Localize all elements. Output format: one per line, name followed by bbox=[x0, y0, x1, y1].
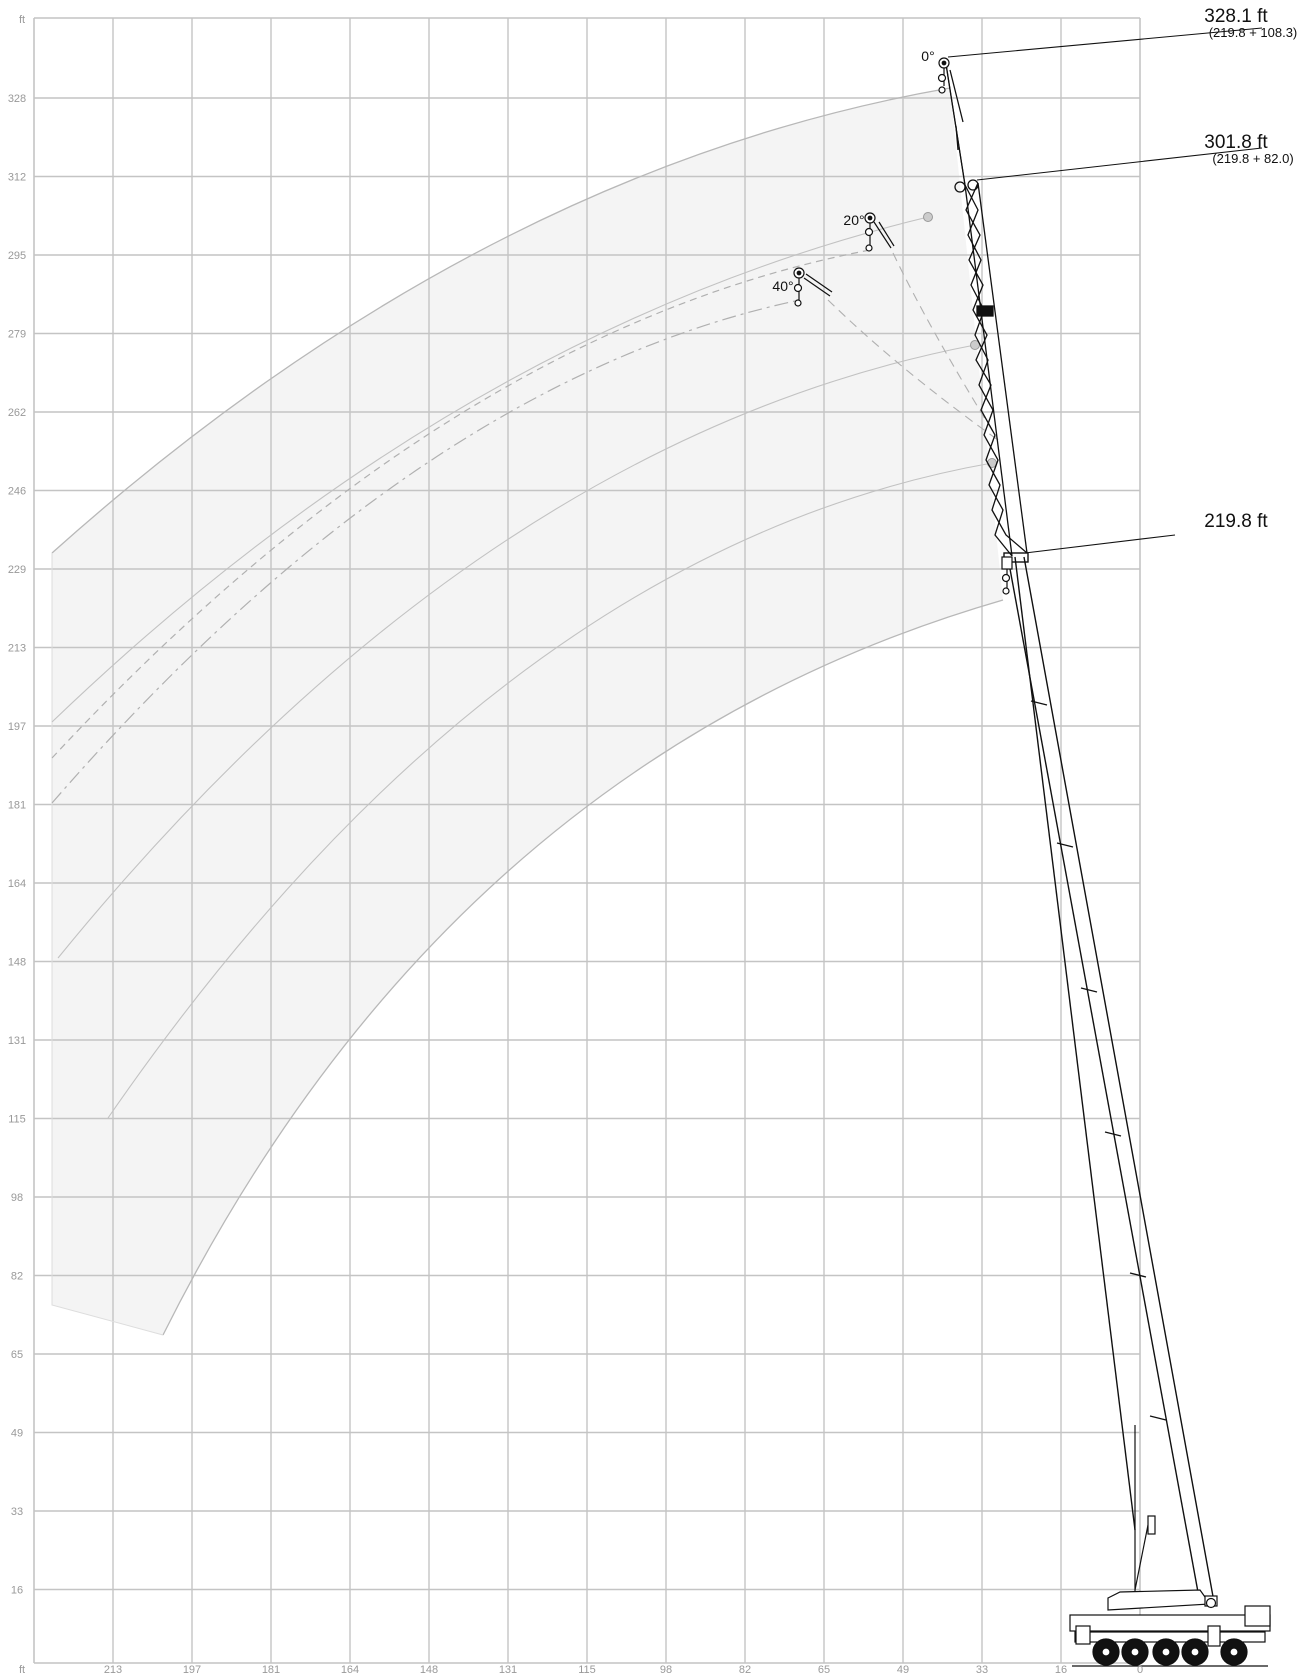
y-tick-label: 181 bbox=[8, 800, 26, 812]
height-sublabel-328: (219.8 + 108.3) bbox=[1209, 25, 1298, 40]
y-tick-label: 115 bbox=[8, 1114, 26, 1126]
x-tick-label: 164 bbox=[341, 1664, 359, 1676]
y-tick-label: 148 bbox=[8, 957, 26, 969]
y-tick-label: 98 bbox=[11, 1192, 23, 1204]
luffing-arc-40 bbox=[51, 299, 801, 804]
x-tick-label: 65 bbox=[818, 1664, 830, 1676]
luffing-arc-20 bbox=[51, 249, 871, 759]
y-axis-unit: ft bbox=[19, 14, 25, 26]
x-tick-label: 148 bbox=[420, 1664, 438, 1676]
height-sublabel-301: (219.8 + 82.0) bbox=[1212, 151, 1293, 166]
angle-label-0: 0° bbox=[921, 48, 934, 64]
y-tick-label: 33 bbox=[11, 1506, 23, 1518]
x-tick-label: 0 bbox=[1137, 1664, 1143, 1676]
y-tick-label: 197 bbox=[8, 721, 26, 733]
height-label-219: 219.8 ft bbox=[1204, 511, 1268, 532]
axis-labels: ft ft 213 197 181 164 148 131 115 98 82 65 49 33 16 0… bbox=[8, 14, 1143, 1676]
x-tick-label: 197 bbox=[183, 1664, 201, 1676]
height-label-301: 301.8 ft bbox=[1204, 132, 1268, 153]
y-tick-label: 213 bbox=[8, 643, 26, 655]
radius-arc-1 bbox=[51, 216, 929, 723]
y-tick-label: 262 bbox=[8, 407, 26, 419]
x-tick-label: 131 bbox=[499, 1664, 517, 1676]
y-tick-label: 131 bbox=[8, 1035, 26, 1047]
y-tick-label: 295 bbox=[8, 250, 26, 262]
y-tick-label: 229 bbox=[8, 564, 26, 576]
x-tick-label: 49 bbox=[897, 1664, 909, 1676]
angle-label-40: 40° bbox=[772, 278, 793, 294]
x-tick-label: 213 bbox=[104, 1664, 122, 1676]
crane-carrier bbox=[1069, 1425, 1271, 1667]
x-tick-label: 33 bbox=[976, 1664, 988, 1676]
hook-block-40deg bbox=[793, 267, 833, 307]
lattice-jib bbox=[945, 63, 1028, 557]
x-tick-label: 115 bbox=[578, 1664, 596, 1676]
annotations: 328.1 ft (219.8 + 108.3) 301.8 ft (219.8… bbox=[772, 6, 1297, 532]
y-tick-label: 82 bbox=[11, 1271, 23, 1283]
envelope-left-edge bbox=[51, 553, 164, 1336]
y-tick-label: 279 bbox=[8, 329, 26, 341]
jib-swing-arc-40 bbox=[827, 299, 999, 441]
x-axis-unit: ft bbox=[19, 1664, 25, 1676]
outer-boundary-arc bbox=[51, 87, 951, 554]
y-tick-label: 16 bbox=[11, 1585, 23, 1597]
y-tick-label: 164 bbox=[8, 878, 26, 890]
hook-block-main bbox=[1001, 556, 1013, 595]
y-tick-label: 312 bbox=[8, 172, 26, 184]
radius-arc-2 bbox=[57, 344, 976, 959]
working-range-envelope bbox=[52, 88, 1003, 1335]
y-tick-label: 65 bbox=[11, 1349, 23, 1361]
x-tick-label: 181 bbox=[262, 1664, 280, 1676]
hook-block-20deg bbox=[864, 212, 895, 252]
inner-boundary-arc bbox=[162, 599, 1004, 1336]
main-boom bbox=[1003, 552, 1215, 1604]
y-tick-label: 246 bbox=[8, 486, 26, 498]
leader-lines bbox=[947, 27, 1263, 554]
reference-point bbox=[923, 212, 933, 222]
radius-arc-3 bbox=[107, 462, 993, 1119]
x-tick-label: 82 bbox=[739, 1664, 751, 1676]
y-tick-label: 49 bbox=[11, 1428, 23, 1440]
jib-swing-arc-20 bbox=[892, 252, 999, 441]
x-tick-label: 16 bbox=[1055, 1664, 1067, 1676]
x-tick-label: 98 bbox=[660, 1664, 672, 1676]
hook-block-0deg bbox=[937, 57, 950, 94]
y-tick-label: 328 bbox=[8, 93, 26, 105]
angle-label-20: 20° bbox=[843, 212, 864, 228]
height-label-328: 328.1 ft bbox=[1204, 6, 1268, 27]
